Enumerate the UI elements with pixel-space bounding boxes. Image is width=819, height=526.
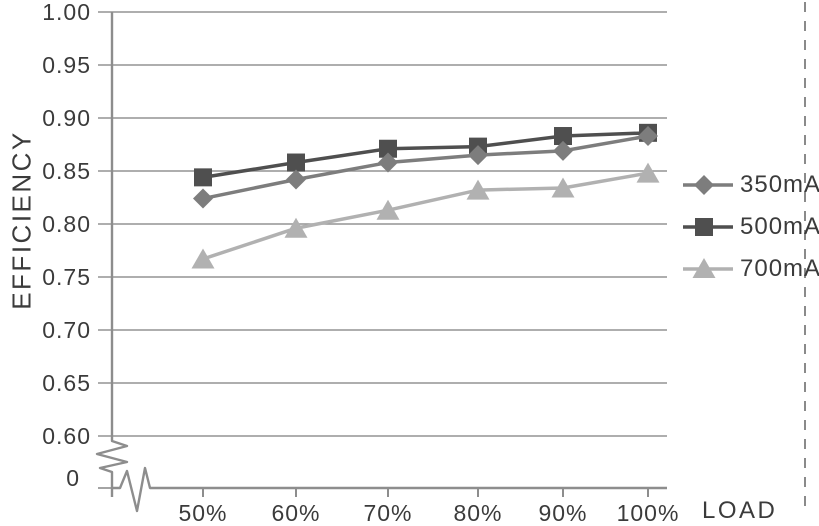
y-axis-with-break — [95, 12, 129, 497]
marker-350mA — [193, 188, 213, 209]
x-tick-label: 90% — [538, 500, 587, 526]
series-line-500mA — [202, 131, 649, 180]
marker-700mA — [376, 199, 400, 220]
marker-500mA — [287, 153, 305, 172]
y-tick-label: 1.00 — [42, 0, 91, 25]
y-tick-label: 0.60 — [42, 423, 91, 449]
x-tick-label: 50% — [178, 500, 227, 526]
x-tick-label: 100% — [617, 500, 680, 526]
x-tick-label: 60% — [271, 500, 320, 526]
y-tick-label: 0.75 — [42, 264, 91, 290]
marker-350mA — [378, 152, 398, 173]
marker-350mA — [468, 145, 488, 166]
marker-350mA — [638, 126, 658, 147]
marker-350mA — [553, 140, 573, 161]
marker-350mA — [286, 169, 306, 190]
legend-item-700ma: 700mA — [682, 256, 819, 282]
marker-700mA — [636, 162, 660, 183]
legend-label: 700mA — [740, 255, 819, 282]
legend-item-350ma: 350mA — [682, 172, 819, 198]
series-line-700mA — [202, 171, 649, 261]
y-tick-label: 0.65 — [42, 370, 91, 396]
y-tick-label: 0.85 — [42, 158, 91, 184]
marker-700mA — [191, 248, 215, 269]
x-axis-title: LOAD — [702, 497, 778, 524]
y-tick-label: 0.95 — [42, 52, 91, 78]
diamond-marker-icon — [683, 175, 733, 195]
series-line-350mA — [202, 134, 649, 201]
marker-500mA — [554, 127, 572, 146]
origin-label: 0 — [66, 465, 80, 491]
marker-700mA — [466, 179, 490, 200]
triangle-marker-icon — [683, 258, 733, 278]
square-marker-icon — [683, 218, 733, 236]
y-tick-label: 0.70 — [42, 317, 91, 343]
y-tick-label: 0.90 — [42, 105, 91, 131]
x-tick-label: 70% — [363, 500, 412, 526]
x-tick-label: 80% — [453, 500, 502, 526]
x-axis-with-break — [112, 466, 667, 513]
y-tick-label: 0.80 — [42, 211, 91, 237]
legend-item-500ma: 500mA — [682, 214, 819, 240]
legend: 350mA 500mA 700mA — [682, 172, 819, 282]
y-axis-title: EFFICIENCY — [6, 130, 37, 310]
legend-label: 500mA — [740, 213, 819, 240]
marker-700mA — [284, 217, 308, 238]
marker-500mA — [379, 139, 397, 158]
legend-label: 350mA — [740, 171, 819, 198]
marker-500mA — [194, 168, 212, 187]
marker-700mA — [551, 177, 575, 198]
